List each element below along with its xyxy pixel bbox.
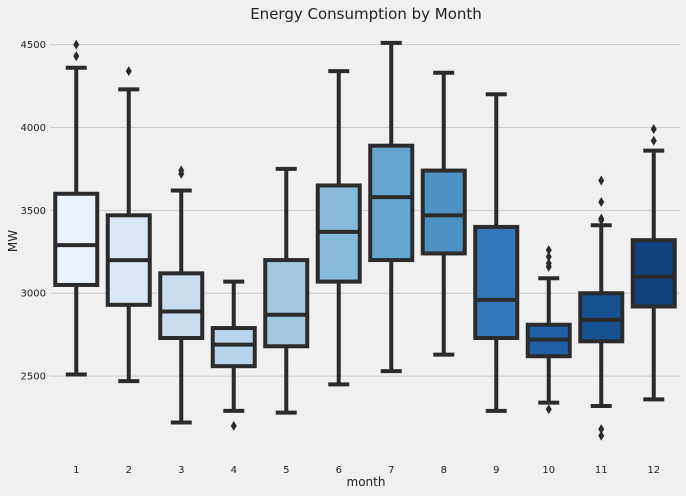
iqr-box	[420, 168, 467, 256]
outlier-point	[545, 258, 552, 269]
outlier-point	[545, 404, 552, 415]
iqr-box	[473, 224, 520, 340]
box-month-10	[525, 245, 572, 415]
x-tick-label: 6	[336, 465, 342, 476]
outlier-point	[73, 39, 80, 50]
outlier-point	[598, 197, 605, 208]
y-tick-labels: 2500 3000 3500 4000 4500	[21, 40, 46, 383]
outlier-point	[178, 165, 185, 176]
y-tick-label: 3500	[21, 206, 46, 217]
box-month-6	[315, 69, 362, 387]
y-tick-label: 2500	[21, 372, 46, 383]
box-month-5	[263, 166, 310, 415]
y-tick-label: 4500	[21, 40, 46, 51]
outlier-point	[650, 135, 657, 146]
box-month-11	[578, 175, 625, 441]
outlier-point	[73, 51, 80, 62]
iqr-box	[368, 143, 415, 263]
box-month-4	[210, 279, 257, 431]
x-tick-label: 11	[595, 465, 608, 476]
grid-lines	[50, 44, 680, 377]
outlier-point	[545, 245, 552, 256]
x-tick-label: 1	[73, 465, 79, 476]
iqr-box	[158, 271, 205, 340]
outlier-point	[598, 213, 605, 224]
iqr-box	[578, 291, 625, 344]
x-tick-label: 10	[542, 465, 555, 476]
y-tick-label: 3000	[21, 289, 46, 300]
x-tick-label: 12	[647, 465, 660, 476]
outlier-point	[230, 420, 237, 431]
outlier-point	[125, 66, 132, 77]
x-tick-label: 7	[388, 465, 394, 476]
box-month-1	[53, 39, 100, 377]
box-month-2	[105, 66, 152, 384]
box-month-3	[158, 165, 205, 425]
iqr-box	[53, 191, 100, 287]
box-month-7	[368, 40, 415, 374]
box-plots	[53, 39, 677, 441]
outlier-point	[598, 175, 605, 186]
x-tick-label: 2	[126, 465, 132, 476]
box-month-8	[420, 70, 467, 357]
x-tick-label: 5	[283, 465, 289, 476]
iqr-box	[630, 238, 677, 309]
x-tick-label: 9	[493, 465, 499, 476]
x-tick-label: 3	[178, 465, 184, 476]
x-tick-label: 4	[231, 465, 237, 476]
x-axis-label: month	[347, 475, 386, 489]
x-tick-labels: 1 2 3 4 5 6 7 8 9 10 11 12	[73, 465, 660, 476]
y-tick-label: 4000	[21, 123, 46, 134]
box-month-12	[630, 124, 677, 402]
chart-title: Energy Consumption by Month	[250, 5, 482, 23]
iqr-box	[210, 326, 257, 369]
box-month-9	[473, 92, 520, 413]
y-axis-label: MW	[6, 230, 20, 252]
outlier-point	[598, 430, 605, 441]
outlier-point	[545, 251, 552, 262]
x-tick-label: 8	[441, 465, 447, 476]
outlier-point	[650, 124, 657, 135]
iqr-box	[263, 258, 310, 349]
outlier-point	[598, 424, 605, 435]
